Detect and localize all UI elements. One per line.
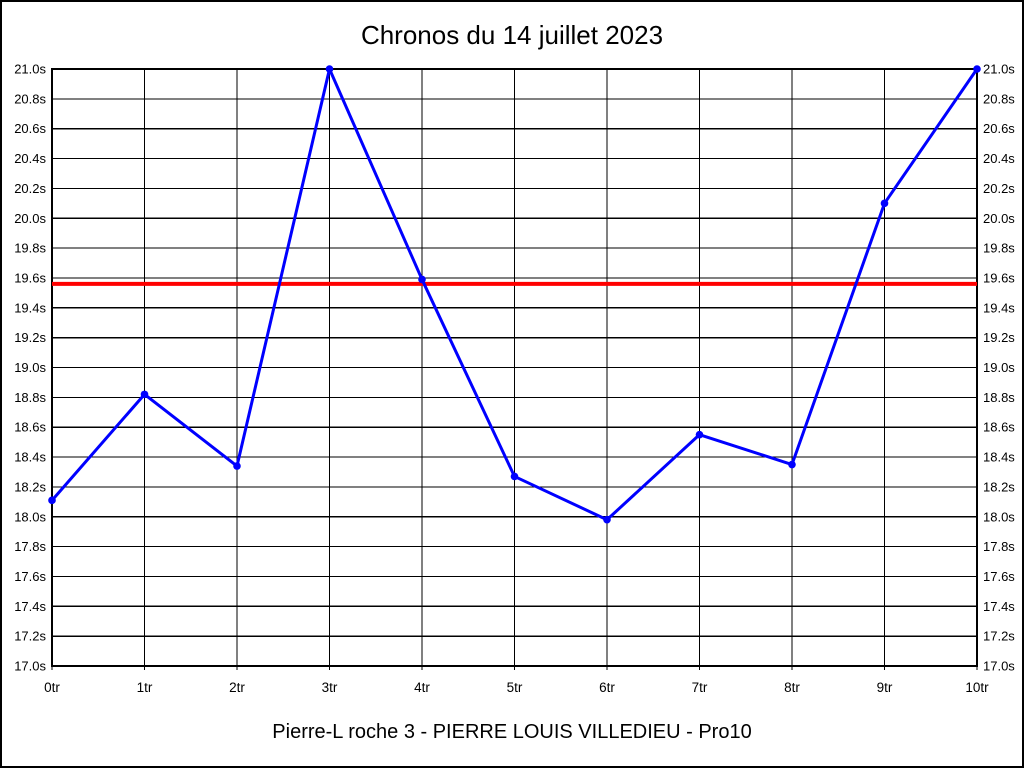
y-tick-label-left: 18.2s (14, 479, 46, 494)
x-tick-label: 6tr (599, 680, 615, 695)
y-tick-label-left: 17.4s (14, 599, 46, 614)
y-tick-label-right: 20.4s (983, 151, 1015, 166)
y-tick-label-right: 17.2s (983, 629, 1015, 644)
y-tick-label-left: 21.0s (14, 62, 46, 77)
y-tick-label-left: 19.0s (14, 360, 46, 375)
x-tick-label: 7tr (692, 680, 708, 695)
y-tick-label-right: 19.0s (983, 360, 1015, 375)
y-tick-label-left: 19.6s (14, 270, 46, 285)
y-tick-label-right: 20.2s (983, 181, 1015, 196)
y-tick-label-right: 17.0s (983, 659, 1015, 674)
x-tick-label: 4tr (414, 680, 430, 695)
y-tick-label-right: 20.0s (983, 211, 1015, 226)
y-tick-label-left: 19.4s (14, 300, 46, 315)
y-tick-label-left: 17.8s (14, 539, 46, 554)
y-tick-label-left: 19.2s (14, 330, 46, 345)
y-tick-label-left: 18.0s (14, 509, 46, 524)
data-point (140, 390, 149, 399)
x-tick-label: 0tr (44, 680, 60, 695)
y-tick-label-right: 19.6s (983, 270, 1015, 285)
x-tick-label: 8tr (784, 680, 800, 695)
y-tick-label-right: 20.8s (983, 91, 1015, 106)
y-tick-label-right: 19.2s (983, 330, 1015, 345)
y-tick-label-left: 18.6s (14, 420, 46, 435)
data-point (233, 462, 241, 470)
y-tick-label-right: 21.0s (983, 62, 1015, 77)
y-tick-label-left: 17.2s (14, 629, 46, 644)
data-point (973, 65, 981, 73)
y-tick-label-right: 18.2s (983, 479, 1015, 494)
data-point (418, 275, 426, 284)
data-point (695, 430, 704, 439)
plot-border (51, 68, 978, 667)
chart-title: Chronos du 14 juillet 2023 (360, 20, 664, 50)
x-tick-label: 1tr (137, 680, 153, 695)
data-point (325, 65, 334, 73)
y-tick-label-left: 18.8s (14, 390, 46, 405)
y-tick-label-left: 20.4s (14, 151, 46, 166)
y-tick-label-left: 20.8s (14, 91, 46, 106)
y-tick-label-left: 17.0s (14, 659, 46, 674)
x-tick-label: 2tr (229, 680, 245, 695)
chart-caption: Pierre-L roche 3 - PIERRE LOUIS VILLEDIE… (272, 721, 752, 743)
data-point (48, 496, 56, 505)
y-tick-label-left: 18.4s (14, 450, 46, 465)
y-tick-label-left: 20.0s (14, 211, 46, 226)
y-tick-label-left: 20.6s (14, 121, 46, 136)
y-tick-label-right: 18.0s (983, 509, 1015, 524)
data-point (510, 472, 519, 481)
y-tick-label-right: 18.4s (983, 450, 1015, 465)
data-point (880, 199, 889, 208)
y-tick-label-right: 17.8s (983, 539, 1015, 554)
y-tick-label-right: 18.6s (983, 420, 1015, 435)
x-tick-label: 3tr (322, 680, 338, 695)
x-tick-label: 5tr (507, 680, 523, 695)
x-tick-label: 10tr (965, 680, 989, 695)
y-tick-label-left: 19.8s (14, 241, 46, 256)
data-point (788, 460, 796, 469)
x-tick-label: 9tr (877, 680, 893, 695)
data-point (603, 515, 611, 524)
y-tick-label-right: 20.6s (983, 121, 1015, 136)
y-tick-label-right: 19.8s (983, 241, 1015, 256)
y-tick-label-left: 17.6s (14, 569, 46, 584)
y-tick-label-right: 17.4s (983, 599, 1015, 614)
y-tick-label-right: 17.6s (983, 569, 1015, 584)
y-tick-label-right: 19.4s (983, 300, 1015, 315)
y-tick-label-left: 20.2s (14, 181, 46, 196)
y-tick-label-right: 18.8s (983, 390, 1015, 405)
